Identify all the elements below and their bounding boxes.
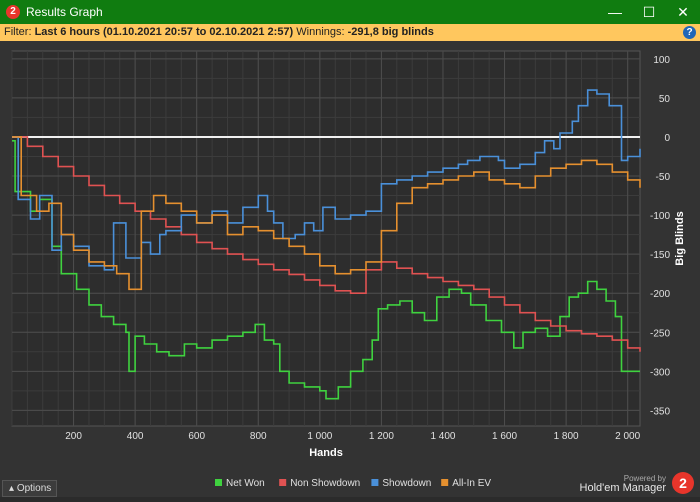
x-tick-label: 800 [250, 431, 267, 442]
options-label: Options [16, 483, 52, 494]
filter-text: Filter: Last 6 hours (01.10.2021 20:57 t… [4, 26, 434, 38]
series-line-showdown [12, 89, 641, 271]
options-button[interactable]: ▴ Options [2, 480, 58, 497]
x-tick-label: 400 [127, 431, 144, 442]
filter-value: Last 6 hours (01.10.2021 20:57 to 02.10.… [34, 26, 294, 38]
results-chart: 200 400 600 800 1 000 1 200 1 400 1 600 1 800 2 0… [11, 50, 686, 489]
legend-entry: All-In EV [452, 478, 491, 489]
x-tick-label: 1 400 [430, 431, 455, 442]
x-tick-label: 1 800 [554, 431, 579, 442]
series-line-non-showdown [12, 136, 641, 352]
legend-swatch [441, 479, 449, 486]
y-tick-label: -250 [650, 328, 670, 339]
brand-logo-icon: 2 [672, 472, 694, 494]
legend-swatch [371, 479, 379, 486]
maximize-button[interactable]: ☐ [642, 4, 656, 20]
y-tick-label: -350 [650, 406, 670, 417]
y-tick-label: -150 [650, 250, 670, 261]
powered-by-text: Powered by [623, 474, 666, 483]
x-axis-label: Hands [309, 447, 343, 459]
brand-name: Hold'em Manager [579, 482, 666, 494]
y-tick-label: 100 [653, 55, 670, 66]
x-tick-label: 1 200 [369, 431, 394, 442]
window-title: Results Graph [26, 5, 103, 19]
plot-background [11, 50, 641, 427]
x-tick-label: 2 000 [615, 431, 640, 442]
y-axis-label: Big Blinds [674, 211, 686, 265]
minimize-button[interactable]: — [608, 4, 622, 20]
legend-swatch [279, 479, 287, 486]
close-button[interactable]: ✕ [677, 4, 689, 20]
x-tick-label: 1 600 [492, 431, 517, 442]
y-tick-label: -200 [650, 289, 670, 300]
app-logo-icon: 2 [6, 5, 20, 19]
legend-entry: Non Showdown [290, 478, 360, 489]
y-tick-label: 0 [664, 133, 670, 144]
title-bar: 2 Results Graph — ☐ ✕ [0, 0, 700, 24]
help-icon[interactable]: ? [683, 26, 696, 39]
legend-swatch [215, 479, 222, 486]
legend-entry: Net Won [226, 478, 265, 489]
x-tick-label: 1 000 [307, 431, 332, 442]
filter-prefix: Filter: [4, 26, 32, 38]
chevron-up-icon: ▴ [9, 483, 17, 494]
results-chart-area: 200 400 600 800 1 000 1 200 1 400 1 600 1 800 2 0… [0, 41, 700, 497]
y-tick-label: -100 [650, 211, 670, 222]
x-tick-label: 200 [65, 431, 82, 442]
y-tick-label: 50 [659, 94, 671, 105]
y-tick-label: -50 [656, 172, 671, 183]
series-line-net-won [12, 140, 640, 400]
y-tick-label: -300 [650, 367, 670, 378]
winnings-value: -291,8 big blinds [347, 26, 434, 38]
winnings-label: Winnings: [296, 26, 345, 38]
x-tick-label: 600 [188, 431, 205, 442]
series-line-all-in-ev [12, 136, 641, 291]
legend-entry: Showdown [382, 478, 431, 489]
filter-bar: Filter: Last 6 hours (01.10.2021 20:57 t… [0, 24, 700, 41]
